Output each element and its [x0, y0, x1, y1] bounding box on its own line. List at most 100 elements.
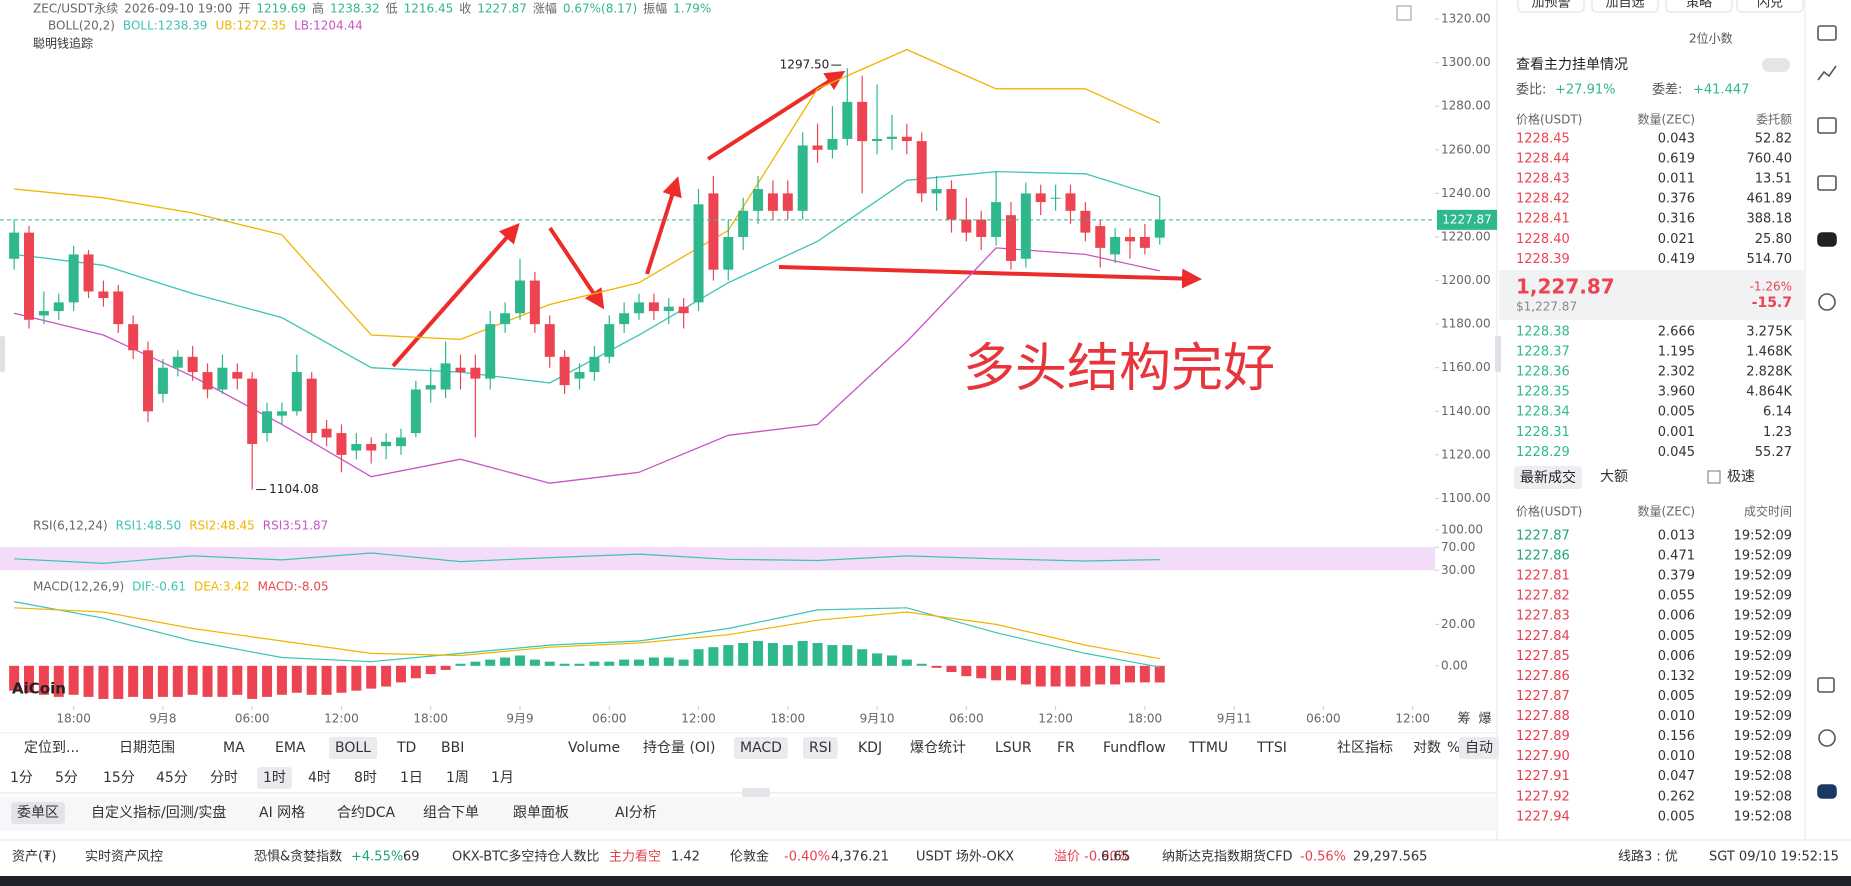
- rail-icon[interactable]: [1818, 293, 1836, 311]
- indicator-button[interactable]: Fundflow: [1103, 740, 1166, 756]
- precision[interactable]: 2位小数: [1689, 31, 1733, 46]
- period-button[interactable]: 1分: [10, 770, 33, 786]
- status-item[interactable]: -0.40%: [784, 850, 830, 865]
- period-button[interactable]: 5分: [55, 770, 78, 786]
- status-item[interactable]: SGT 09/10 19:52:15: [1709, 850, 1839, 865]
- indicator-button[interactable]: MA: [223, 740, 245, 756]
- panel-handle[interactable]: [0, 336, 5, 372]
- indicator-button[interactable]: 自动: [1465, 740, 1493, 756]
- top-button-label[interactable]: 加预警: [1531, 0, 1570, 11]
- status-item[interactable]: 69: [403, 850, 420, 865]
- trade-tab[interactable]: 大额: [1600, 469, 1628, 485]
- status-item[interactable]: 溢价 -0.90%: [1054, 850, 1130, 865]
- order-stat: 委比:: [1516, 83, 1546, 98]
- column-header: 成交时间: [1744, 504, 1792, 519]
- status-item[interactable]: 伦敦金: [730, 849, 769, 865]
- indicator-button[interactable]: 爆仓统计: [910, 740, 966, 756]
- period-button[interactable]: 1时: [263, 770, 286, 786]
- expand-icon[interactable]: [1396, 5, 1412, 21]
- period-button[interactable]: 8时: [354, 770, 377, 786]
- status-item[interactable]: 恐惧&贪婪指数: [254, 849, 342, 865]
- indicator-button[interactable]: 日期范围: [119, 739, 175, 756]
- period-button[interactable]: 1周: [446, 770, 469, 786]
- indicator-button[interactable]: BOLL: [335, 740, 371, 756]
- indicator-button[interactable]: BBI: [441, 740, 464, 756]
- candle-body: [202, 372, 213, 390]
- status-item[interactable]: OKX-BTC多空持仓人数比: [452, 849, 599, 865]
- indicator-button[interactable]: FR: [1057, 740, 1075, 756]
- rail-icon[interactable]: [1817, 677, 1835, 693]
- panel-handle[interactable]: [1495, 336, 1501, 372]
- macd-bar: [991, 665, 1002, 681]
- rail-icon[interactable]: [1817, 117, 1837, 134]
- axis-button[interactable]: 爆: [1478, 712, 1491, 727]
- axis-button[interactable]: 筹: [1457, 711, 1470, 727]
- indicator-button[interactable]: 对数: [1413, 740, 1441, 756]
- status-item[interactable]: 主力看空: [609, 849, 661, 865]
- indicator-button[interactable]: 持仓量 (OI): [643, 740, 716, 756]
- status-item[interactable]: 实时资产风控: [85, 850, 163, 865]
- status-item[interactable]: 线路3 : 优: [1618, 849, 1678, 865]
- checkbox[interactable]: [1707, 470, 1721, 484]
- indicator-button[interactable]: TTMU: [1188, 740, 1228, 756]
- tab[interactable]: AI 网格: [259, 805, 305, 821]
- chart-header: ZEC/USDT永续: [33, 2, 118, 16]
- rail-icon[interactable]: [1817, 232, 1837, 247]
- top-button-label[interactable]: 策略: [1686, 0, 1712, 11]
- indicator-button[interactable]: EMA: [275, 740, 306, 756]
- period-button[interactable]: 4时: [308, 770, 331, 786]
- indicator-button[interactable]: 定位到...: [24, 740, 79, 756]
- indicator-button[interactable]: 社区指标: [1337, 740, 1393, 756]
- toggle[interactable]: [1762, 58, 1790, 72]
- status-item[interactable]: -0.56%: [1300, 850, 1346, 865]
- current-price-tag: [1437, 209, 1497, 230]
- status-item[interactable]: 1.42: [671, 850, 700, 865]
- trade-tab[interactable]: 最新成交: [1520, 469, 1576, 486]
- indicator-button[interactable]: Volume: [568, 740, 620, 756]
- fast-toggle[interactable]: 极速: [1727, 469, 1755, 485]
- indicator-button[interactable]: %: [1447, 740, 1460, 756]
- indicator-button[interactable]: LSUR: [995, 740, 1032, 756]
- depth-link[interactable]: 查看主力挂单情况: [1516, 57, 1628, 73]
- period-button[interactable]: 1月: [491, 770, 514, 786]
- candle-body: [797, 145, 808, 211]
- candle-body: [1139, 236, 1150, 248]
- indicator-button[interactable]: TD: [396, 740, 416, 756]
- indicator-button[interactable]: KDJ: [858, 740, 882, 756]
- status-item[interactable]: 29,297.565: [1353, 850, 1427, 865]
- status-item[interactable]: +4.55%: [351, 850, 403, 865]
- rail-icon[interactable]: [1818, 729, 1836, 747]
- tab[interactable]: 合约DCA: [337, 805, 396, 821]
- rail-icon[interactable]: [1817, 784, 1837, 799]
- rail-icon[interactable]: [1817, 25, 1837, 41]
- top-button-label[interactable]: 闪兑: [1757, 0, 1783, 11]
- resize-grip[interactable]: [742, 788, 770, 797]
- top-button[interactable]: [1665, 0, 1733, 13]
- row-value: 3.275K: [1746, 325, 1792, 340]
- top-button[interactable]: [1591, 0, 1659, 13]
- period-button[interactable]: 分时: [210, 770, 238, 786]
- status-item[interactable]: USDT 场外-OKX: [916, 850, 1014, 865]
- x-tick-label: 9月9: [506, 712, 533, 726]
- period-button[interactable]: 15分: [103, 770, 135, 786]
- top-button[interactable]: [1517, 0, 1585, 13]
- indicator-button[interactable]: RSI: [809, 740, 832, 756]
- top-button[interactable]: [1736, 0, 1804, 13]
- rail-icon[interactable]: [1817, 175, 1837, 191]
- tab[interactable]: 委单区: [17, 805, 59, 821]
- rail-icon[interactable]: [1817, 65, 1837, 81]
- indicator-button[interactable]: TTSI: [1256, 740, 1287, 756]
- period-button[interactable]: 1日: [400, 770, 423, 786]
- tab[interactable]: 自定义指标/回测/实盘: [91, 804, 226, 821]
- status-item[interactable]: 4,376.21: [831, 850, 889, 865]
- status-item[interactable]: 纳斯达克指数期货CFD: [1162, 849, 1293, 865]
- tab[interactable]: 跟单面板: [513, 805, 569, 821]
- tab[interactable]: 组合下单: [423, 805, 479, 821]
- status-item[interactable]: 资产(₮): [12, 850, 56, 865]
- top-button-label[interactable]: 加自选: [1605, 0, 1644, 11]
- status-item[interactable]: 6.65: [1101, 850, 1130, 865]
- tab[interactable]: AI分析: [615, 805, 657, 821]
- row-price: 1227.85: [1516, 649, 1570, 664]
- indicator-button[interactable]: MACD: [740, 740, 782, 756]
- period-button[interactable]: 45分: [156, 770, 188, 786]
